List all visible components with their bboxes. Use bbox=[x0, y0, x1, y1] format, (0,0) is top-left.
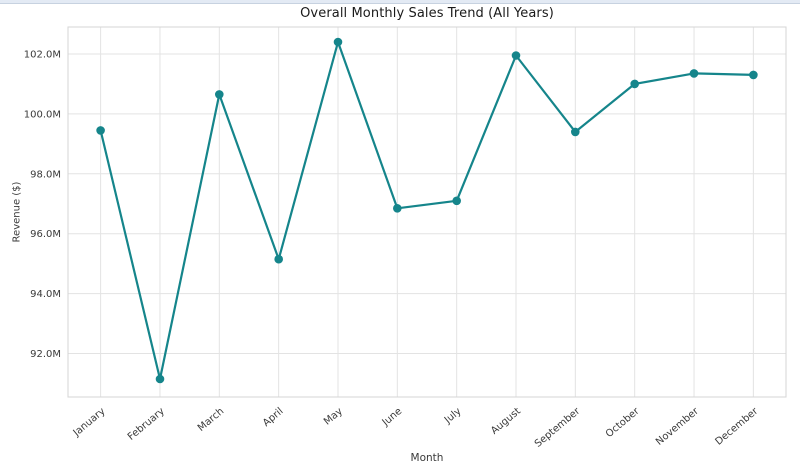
data-point-marker bbox=[274, 254, 284, 264]
x-axis-label: Month bbox=[410, 452, 444, 464]
y-tick-label: 100.0M bbox=[24, 109, 61, 120]
x-tick-label: May bbox=[322, 406, 345, 428]
data-point-marker bbox=[630, 79, 639, 89]
chart-title: Overall Monthly Sales Trend (All Years) bbox=[300, 6, 554, 21]
y-tick-label: 98.0M bbox=[30, 169, 61, 180]
y-tick-label: 92.0M bbox=[30, 349, 61, 360]
data-point-marker bbox=[571, 127, 580, 137]
x-tick-label: March bbox=[196, 406, 226, 434]
plot-background bbox=[68, 27, 786, 397]
data-point-marker bbox=[155, 374, 165, 384]
x-tick-label: January bbox=[71, 406, 108, 439]
y-tick-label: 96.0M bbox=[30, 229, 61, 240]
x-tick-label: June bbox=[380, 406, 405, 429]
data-point-marker bbox=[96, 126, 105, 135]
data-point-marker bbox=[393, 204, 402, 213]
plot-border bbox=[67, 26, 787, 398]
x-tick-label: February bbox=[126, 406, 167, 443]
trend-line bbox=[99, 40, 755, 381]
x-tick-label: August bbox=[489, 406, 523, 437]
data-point-marker bbox=[749, 70, 758, 80]
data-point-markers bbox=[96, 37, 758, 384]
x-tick-label: September bbox=[533, 405, 583, 450]
data-point-marker bbox=[333, 37, 343, 47]
window-top-strip bbox=[0, 0, 800, 4]
x-tick-label: December bbox=[713, 405, 760, 447]
data-point-marker bbox=[215, 90, 224, 99]
y-tick-label: 102.0M bbox=[24, 49, 61, 60]
y-tick-label: 94.0M bbox=[30, 289, 61, 300]
x-tick-label: November bbox=[654, 405, 702, 447]
x-tick-label: October bbox=[604, 405, 642, 440]
data-point-marker bbox=[452, 196, 462, 206]
y-tick-labels: 92.0M 94.0M 96.0M 98.0M 100.0M 102.0M bbox=[24, 49, 61, 360]
x-tick-label: April bbox=[261, 406, 286, 429]
data-point-marker bbox=[689, 69, 699, 78]
data-point-marker bbox=[511, 51, 521, 60]
x-tick-labels: January February March April May June July Augu… bbox=[71, 405, 761, 450]
x-tick-label: July bbox=[442, 406, 464, 427]
